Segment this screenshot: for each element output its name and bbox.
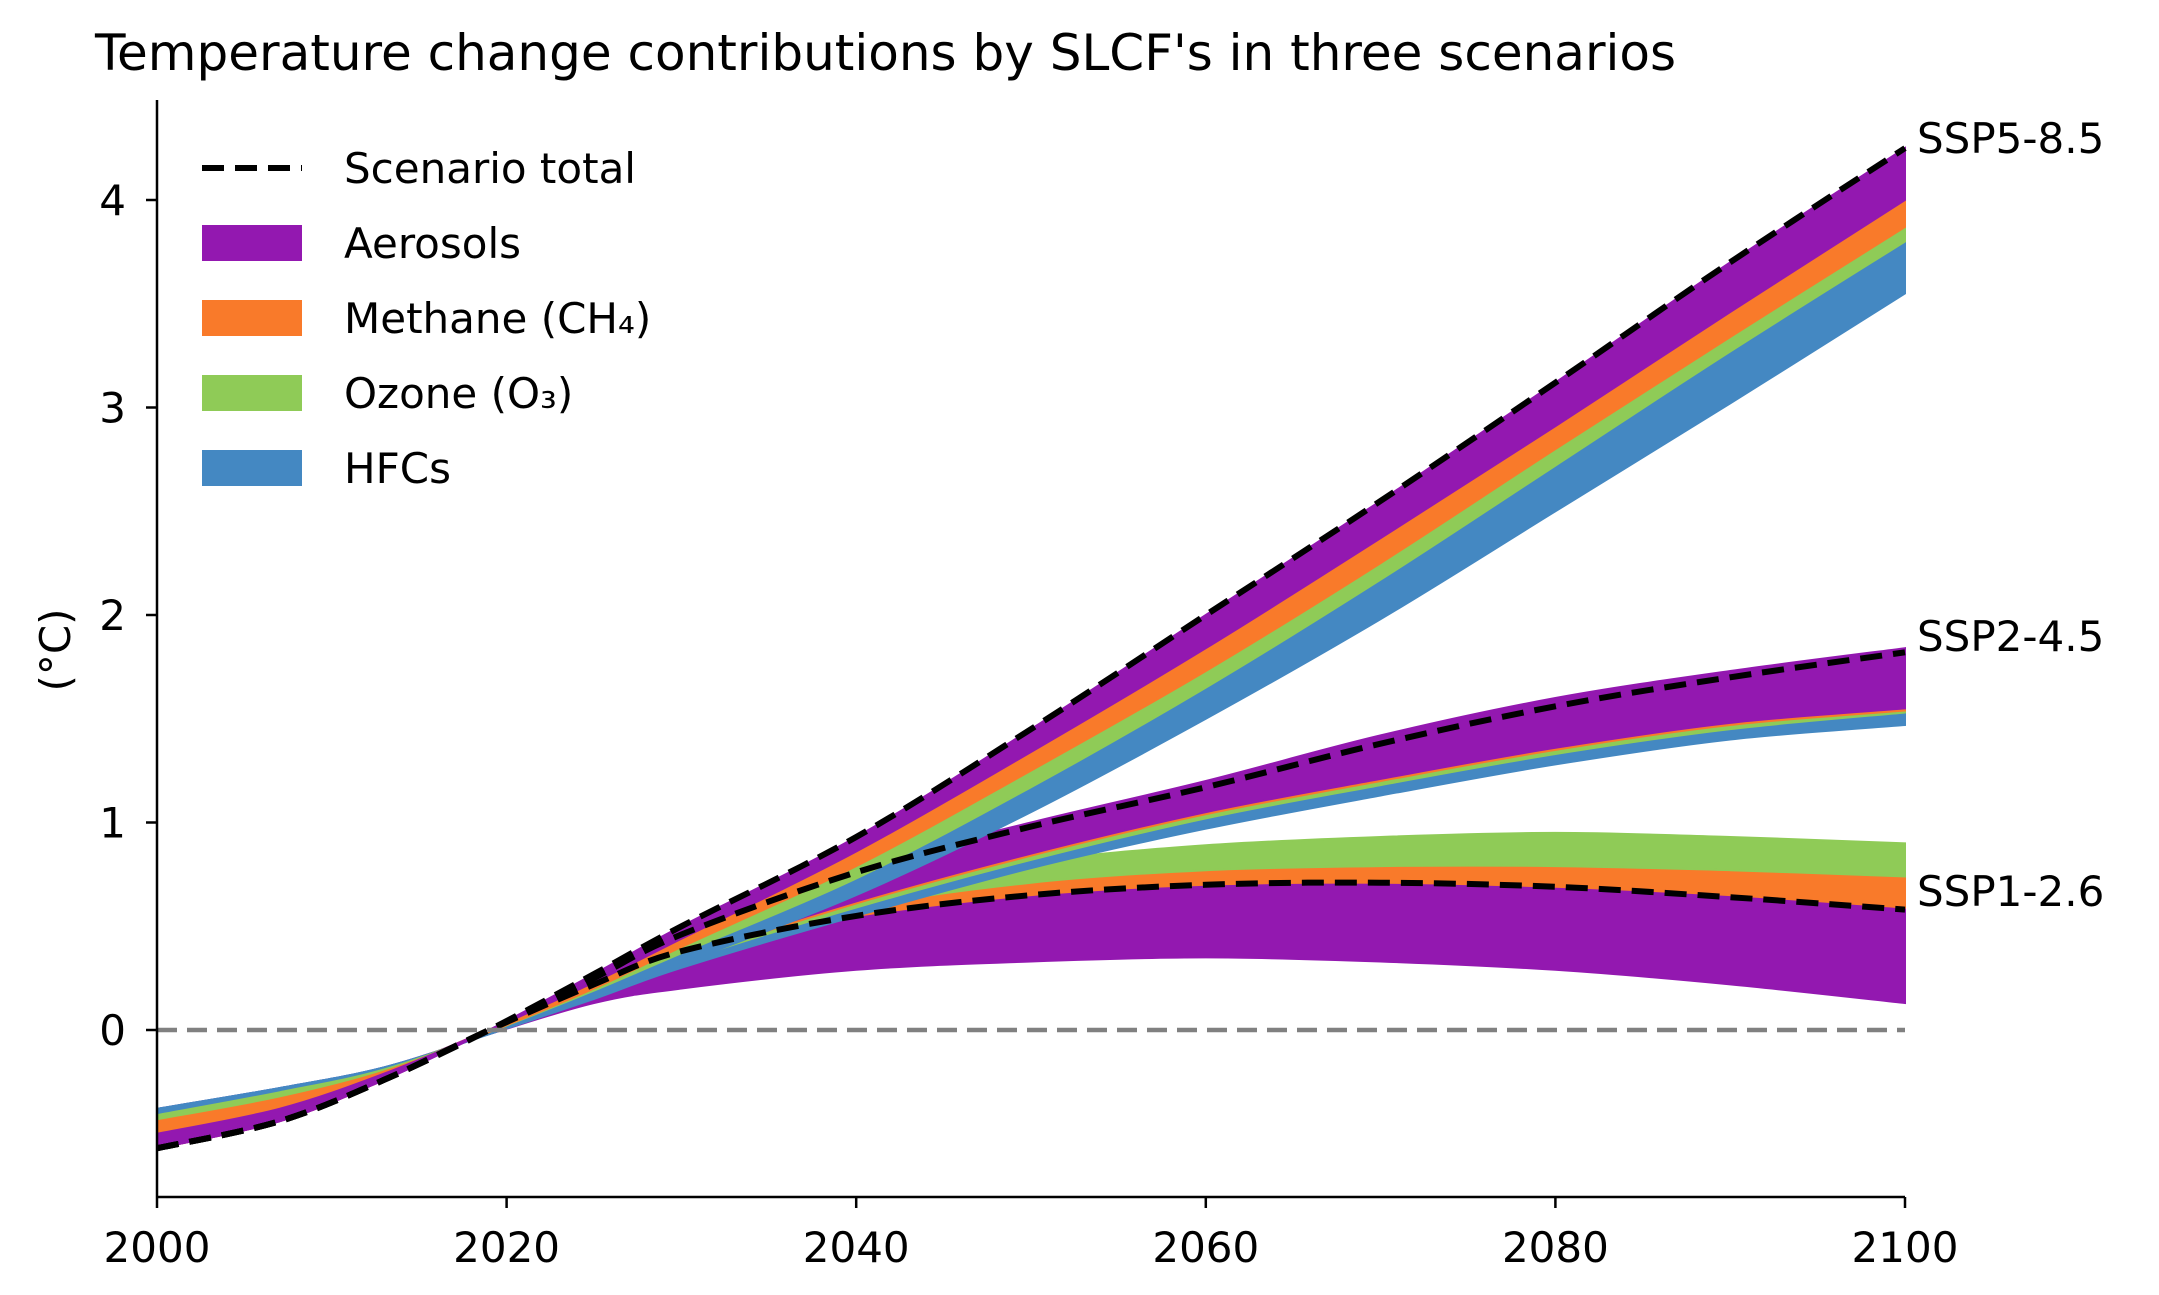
total-line-ssp2-4-5: [156, 649, 1906, 1152]
x-tick-label: 2000: [104, 1223, 211, 1272]
y-tick-label: 0: [99, 1006, 126, 1055]
scenario-label: SSP5-8.5: [1917, 114, 2104, 163]
x-tick-label: 2060: [1152, 1223, 1259, 1272]
y-tick-label: 3: [99, 384, 126, 433]
x-tick-label: 2040: [803, 1223, 910, 1272]
scenario-labels: SSP5-8.5 SSP2-4.5 SSP1-2.6: [1917, 114, 2104, 916]
total-lines: [156, 145, 1907, 1152]
x-tick-label: 2020: [453, 1223, 560, 1272]
y-ticks: 0 1 2 3 4: [99, 176, 157, 1055]
chart-title: Temperature change contributions by SLCF…: [94, 24, 1676, 82]
y-axis-label: (°C): [31, 608, 80, 691]
legend: Scenario total Aerosols Methane (CH₄) Ozone…: [202, 144, 651, 493]
legend-swatch: [202, 450, 302, 486]
legend-swatch: [202, 225, 302, 261]
legend-label: Methane (CH₄): [344, 294, 651, 343]
x-ticks: 2000 2020 2040 2060 2080 2100: [104, 1197, 1959, 1272]
y-tick-label: 2: [99, 591, 126, 640]
y-tick-label: 4: [99, 176, 126, 225]
legend-label: Ozone (O₃): [344, 369, 573, 418]
scenario-label: SSP1-2.6: [1917, 867, 2104, 916]
y-tick-label: 1: [99, 799, 126, 848]
legend-label: Aerosols: [344, 219, 521, 268]
scenario-bands-ssp1-2-6: [156, 831, 1906, 1150]
x-tick-label: 2080: [1502, 1223, 1609, 1272]
legend-label: Scenario total: [344, 144, 636, 193]
scenario-label: SSP2-4.5: [1917, 612, 2104, 661]
total-line-ssp1-2-6: [156, 879, 1906, 1152]
legend-swatch: [202, 300, 302, 336]
x-tick-label: 2100: [1852, 1223, 1959, 1272]
legend-label: HFCs: [344, 444, 451, 493]
legend-swatch: [202, 375, 302, 411]
aerosols-band: [156, 881, 1906, 1150]
